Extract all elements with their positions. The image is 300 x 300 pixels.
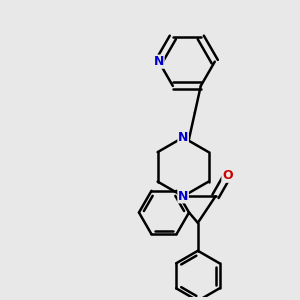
Text: N: N <box>178 190 188 203</box>
Text: N: N <box>178 131 188 144</box>
Text: N: N <box>154 55 164 68</box>
Text: O: O <box>222 169 232 182</box>
